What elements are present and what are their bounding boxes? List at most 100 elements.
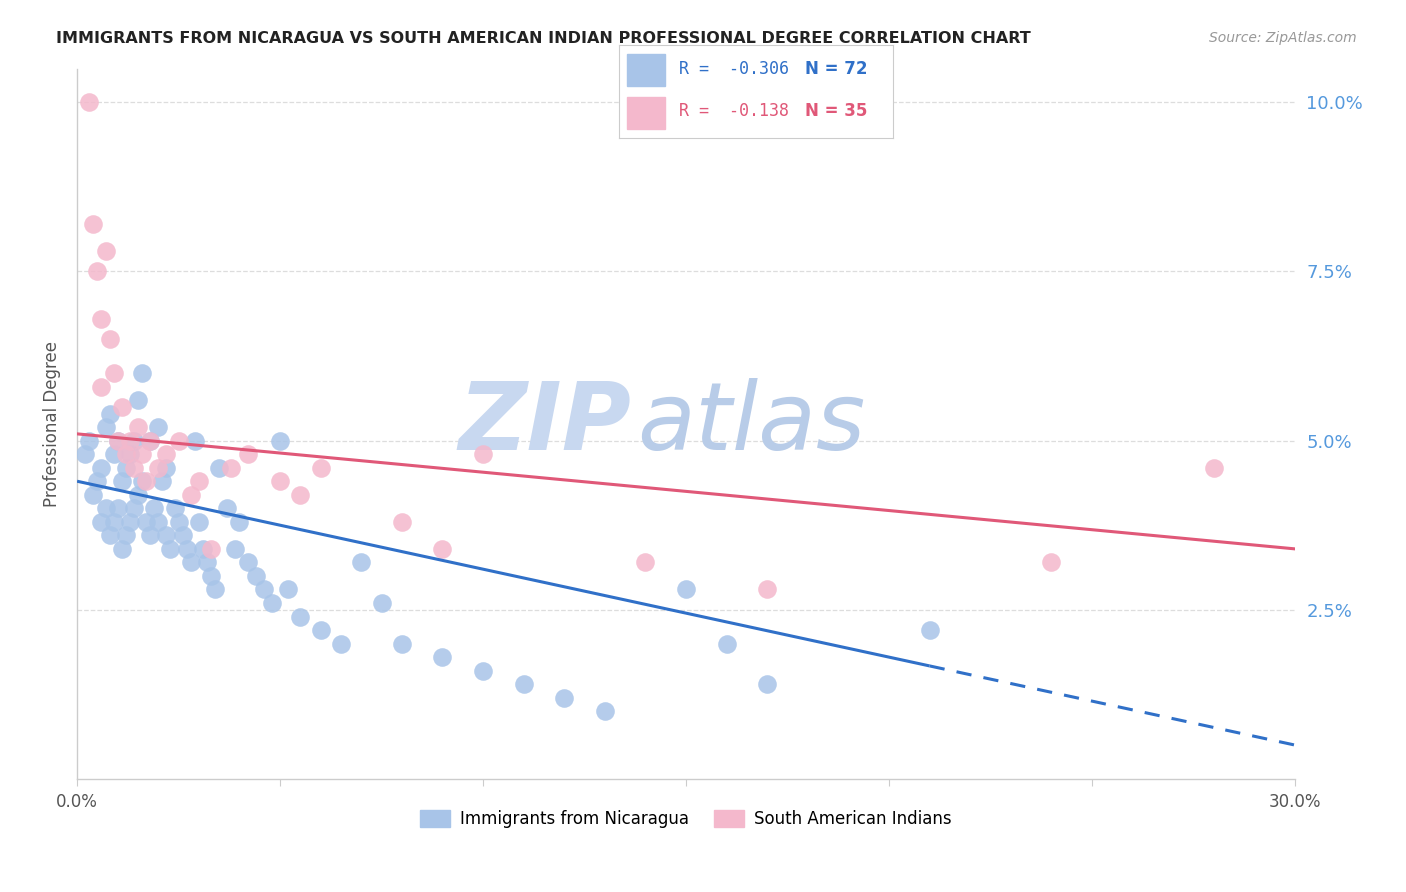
Point: [118, 447, 141, 461]
Text: N = 72: N = 72: [806, 61, 868, 78]
Text: N = 35: N = 35: [806, 102, 868, 120]
Point: [75, 447, 97, 461]
Point: [90, 460, 112, 475]
Point: [155, 447, 177, 461]
Point: [918, 623, 941, 637]
Point: [127, 488, 149, 502]
Point: [277, 582, 299, 597]
Point: [155, 460, 177, 475]
Point: [593, 704, 616, 718]
Point: [114, 460, 136, 475]
Point: [107, 434, 129, 448]
Point: [195, 556, 218, 570]
Point: [98, 407, 121, 421]
Point: [236, 447, 259, 461]
Point: [290, 488, 312, 502]
Point: [221, 460, 243, 475]
Point: [148, 460, 170, 475]
Point: [143, 501, 166, 516]
Point: [127, 392, 149, 407]
Point: [309, 460, 332, 475]
Point: [114, 447, 136, 461]
Point: [260, 596, 283, 610]
Point: [236, 556, 259, 570]
Point: [1040, 556, 1063, 570]
Point: [756, 582, 779, 597]
Point: [82, 217, 104, 231]
Point: [131, 366, 153, 380]
Point: [139, 434, 162, 448]
Point: [1202, 460, 1225, 475]
Point: [245, 569, 267, 583]
Point: [253, 582, 276, 597]
Point: [139, 528, 162, 542]
Point: [111, 400, 134, 414]
Text: R =  -0.138: R = -0.138: [679, 102, 789, 120]
Point: [224, 541, 246, 556]
Point: [167, 515, 190, 529]
Point: [634, 556, 657, 570]
Point: [86, 264, 108, 278]
Point: [94, 501, 117, 516]
Point: [176, 541, 198, 556]
Point: [330, 637, 353, 651]
Point: [122, 501, 145, 516]
Text: IMMIGRANTS FROM NICARAGUA VS SOUTH AMERICAN INDIAN PROFESSIONAL DEGREE CORRELATI: IMMIGRANTS FROM NICARAGUA VS SOUTH AMERI…: [56, 31, 1031, 46]
Y-axis label: Professional Degree: Professional Degree: [44, 341, 60, 507]
Point: [86, 474, 108, 488]
Point: [187, 515, 209, 529]
Point: [90, 515, 112, 529]
Point: [269, 474, 291, 488]
Point: [90, 311, 112, 326]
Point: [122, 460, 145, 475]
Point: [148, 420, 170, 434]
Point: [167, 434, 190, 448]
Point: [180, 488, 202, 502]
Point: [512, 677, 534, 691]
Point: [553, 690, 575, 705]
Point: [135, 515, 157, 529]
Point: [77, 434, 100, 448]
Point: [98, 332, 121, 346]
Point: [103, 447, 125, 461]
Point: [208, 460, 231, 475]
Bar: [627, 97, 665, 129]
Point: [191, 541, 214, 556]
Point: [107, 501, 129, 516]
Point: [111, 474, 134, 488]
Point: [217, 501, 239, 516]
Point: [135, 474, 157, 488]
Point: [107, 434, 129, 448]
Point: [114, 528, 136, 542]
Point: [204, 582, 226, 597]
Point: [118, 515, 141, 529]
Point: [82, 488, 104, 502]
Point: [432, 541, 454, 556]
Point: [94, 244, 117, 259]
Point: [118, 434, 141, 448]
Text: atlas: atlas: [637, 378, 866, 469]
Point: [98, 528, 121, 542]
Point: [472, 447, 495, 461]
Point: [163, 501, 186, 516]
Text: Source: ZipAtlas.com: Source: ZipAtlas.com: [1209, 31, 1357, 45]
Point: [172, 528, 194, 542]
Point: [122, 434, 145, 448]
Point: [155, 528, 177, 542]
Point: [200, 541, 222, 556]
Point: [150, 474, 173, 488]
Point: [139, 434, 162, 448]
Point: [148, 515, 170, 529]
Point: [472, 664, 495, 678]
Point: [131, 474, 153, 488]
Point: [716, 637, 738, 651]
Point: [309, 623, 332, 637]
Point: [675, 582, 697, 597]
Point: [187, 474, 209, 488]
Point: [77, 95, 100, 110]
Point: [756, 677, 779, 691]
Point: [94, 420, 117, 434]
Point: [103, 515, 125, 529]
Point: [391, 515, 413, 529]
Point: [127, 420, 149, 434]
